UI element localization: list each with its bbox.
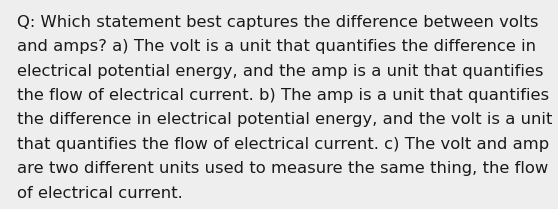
Text: the difference in electrical potential energy, and the volt is a unit: the difference in electrical potential e… [17, 112, 552, 127]
Text: electrical potential energy, and the amp is a unit that quantifies: electrical potential energy, and the amp… [17, 64, 543, 79]
Text: of electrical current.: of electrical current. [17, 186, 182, 201]
Text: and amps? a) The volt is a unit that quantifies the difference in: and amps? a) The volt is a unit that qua… [17, 39, 536, 54]
Text: that quantifies the flow of electrical current. c) The volt and amp: that quantifies the flow of electrical c… [17, 137, 549, 152]
Text: the flow of electrical current. b) The amp is a unit that quantifies: the flow of electrical current. b) The a… [17, 88, 549, 103]
Text: Q: Which statement best captures the difference between volts: Q: Which statement best captures the dif… [17, 15, 538, 30]
Text: are two different units used to measure the same thing, the flow: are two different units used to measure … [17, 161, 548, 176]
